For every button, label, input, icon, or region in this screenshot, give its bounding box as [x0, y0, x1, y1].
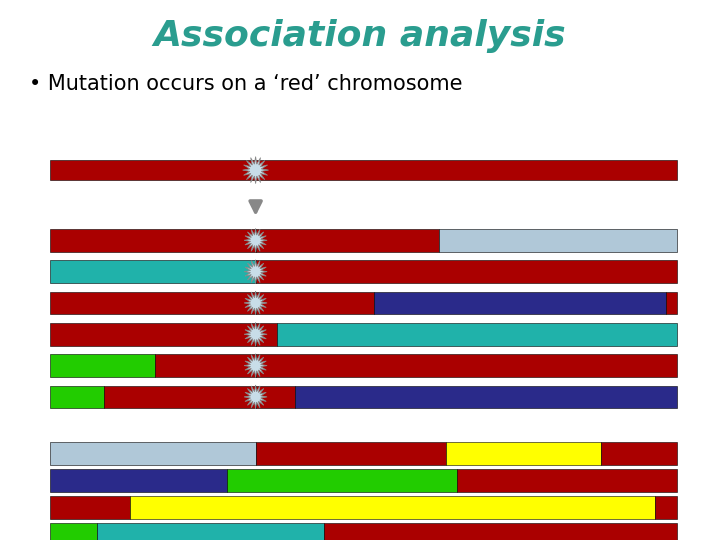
Bar — [130, 496, 655, 519]
Polygon shape — [244, 291, 267, 315]
Polygon shape — [244, 322, 267, 346]
Bar — [256, 386, 295, 408]
Bar — [155, 354, 256, 377]
Bar — [256, 229, 439, 252]
Bar — [256, 442, 446, 465]
Bar — [601, 442, 677, 465]
Bar — [50, 323, 256, 346]
Bar — [50, 442, 256, 465]
Bar — [277, 323, 677, 346]
Bar — [50, 292, 256, 314]
Text: • Mutation occurs on a ‘red’ chromosome: • Mutation occurs on a ‘red’ chromosome — [29, 73, 462, 94]
Bar — [295, 386, 677, 408]
Bar — [50, 469, 227, 492]
Bar — [446, 442, 601, 465]
Bar — [439, 229, 677, 252]
Bar — [227, 469, 457, 492]
Bar — [50, 386, 104, 408]
Polygon shape — [244, 385, 267, 409]
Bar — [50, 496, 130, 519]
Bar — [97, 523, 324, 540]
Bar — [50, 523, 97, 540]
Bar — [256, 260, 677, 283]
Bar — [324, 523, 677, 540]
Bar — [457, 469, 677, 492]
Bar — [374, 292, 666, 314]
Bar — [256, 292, 374, 314]
Polygon shape — [243, 157, 269, 184]
Bar — [50, 354, 155, 377]
Bar — [256, 323, 277, 346]
Bar — [104, 386, 256, 408]
Bar — [50, 160, 677, 180]
Polygon shape — [244, 228, 267, 252]
Polygon shape — [244, 260, 267, 284]
Bar — [256, 354, 677, 377]
Bar — [50, 260, 256, 283]
Bar — [50, 229, 256, 252]
Bar — [666, 292, 677, 314]
Polygon shape — [244, 354, 267, 377]
Bar — [655, 496, 677, 519]
Text: Association analysis: Association analysis — [153, 19, 567, 53]
